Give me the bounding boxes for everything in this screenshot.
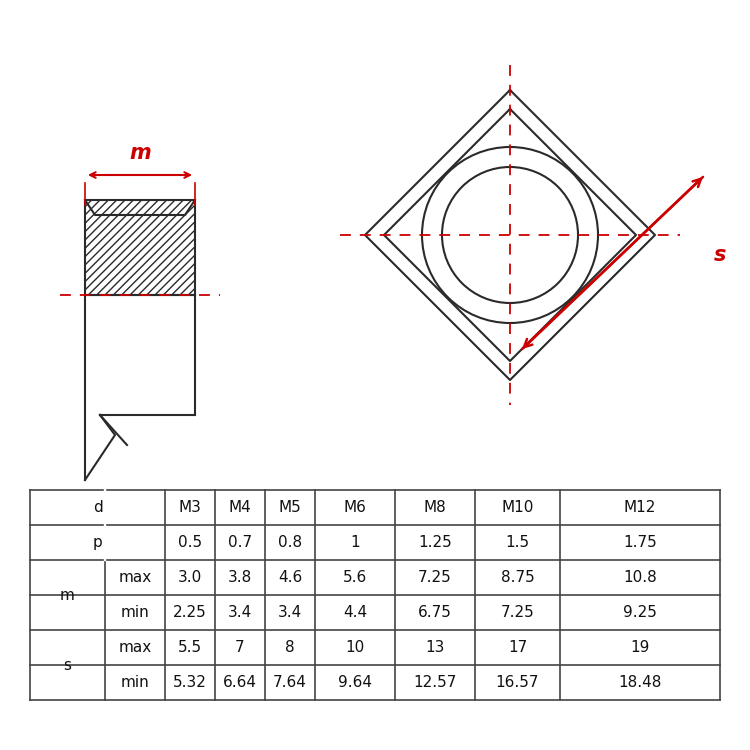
Text: 4.6: 4.6: [278, 570, 302, 585]
Text: 3.0: 3.0: [178, 570, 203, 585]
Text: 2.25: 2.25: [173, 605, 207, 620]
Text: d: d: [93, 500, 102, 515]
Text: M6: M6: [344, 500, 367, 515]
Text: 19: 19: [630, 640, 650, 655]
Text: 1.5: 1.5: [506, 535, 530, 550]
Text: M10: M10: [501, 500, 534, 515]
Text: 4.4: 4.4: [343, 605, 367, 620]
Text: 18.48: 18.48: [618, 675, 662, 690]
Text: 3.4: 3.4: [278, 605, 302, 620]
Text: 3.8: 3.8: [228, 570, 252, 585]
Text: min: min: [121, 605, 149, 620]
Text: max: max: [118, 640, 152, 655]
Text: M5: M5: [279, 500, 302, 515]
Text: 7.25: 7.25: [419, 570, 452, 585]
Text: 10.8: 10.8: [623, 570, 657, 585]
Text: 6.75: 6.75: [418, 605, 452, 620]
Text: 16.57: 16.57: [496, 675, 539, 690]
Text: 7: 7: [236, 640, 244, 655]
Text: m: m: [60, 587, 75, 602]
Text: 12.57: 12.57: [413, 675, 457, 690]
Text: 1.25: 1.25: [419, 535, 452, 550]
Text: 13: 13: [425, 640, 445, 655]
Text: 6.64: 6.64: [223, 675, 257, 690]
Text: 5.5: 5.5: [178, 640, 202, 655]
Text: 7.64: 7.64: [273, 675, 307, 690]
Text: 5.6: 5.6: [343, 570, 368, 585]
Text: M3: M3: [178, 500, 202, 515]
Text: 3.4: 3.4: [228, 605, 252, 620]
Text: M12: M12: [624, 500, 656, 515]
Text: 0.5: 0.5: [178, 535, 202, 550]
Text: min: min: [121, 675, 149, 690]
Text: s: s: [714, 245, 726, 265]
Text: 7.25: 7.25: [501, 605, 534, 620]
Text: 17: 17: [508, 640, 527, 655]
Text: 10: 10: [345, 640, 364, 655]
Text: 0.7: 0.7: [228, 535, 252, 550]
Text: 8.75: 8.75: [501, 570, 534, 585]
Text: 5.32: 5.32: [173, 675, 207, 690]
Text: p: p: [93, 535, 102, 550]
Text: 8: 8: [285, 640, 295, 655]
Text: 1.75: 1.75: [623, 535, 657, 550]
Text: M4: M4: [229, 500, 251, 515]
Text: 9.64: 9.64: [338, 675, 372, 690]
Text: s: s: [64, 658, 71, 673]
Text: m: m: [129, 143, 151, 163]
Text: 0.8: 0.8: [278, 535, 302, 550]
Bar: [85, 200, 195, 295]
Text: 1: 1: [350, 535, 360, 550]
Text: max: max: [118, 570, 152, 585]
Text: M8: M8: [424, 500, 446, 515]
Text: 9.25: 9.25: [623, 605, 657, 620]
